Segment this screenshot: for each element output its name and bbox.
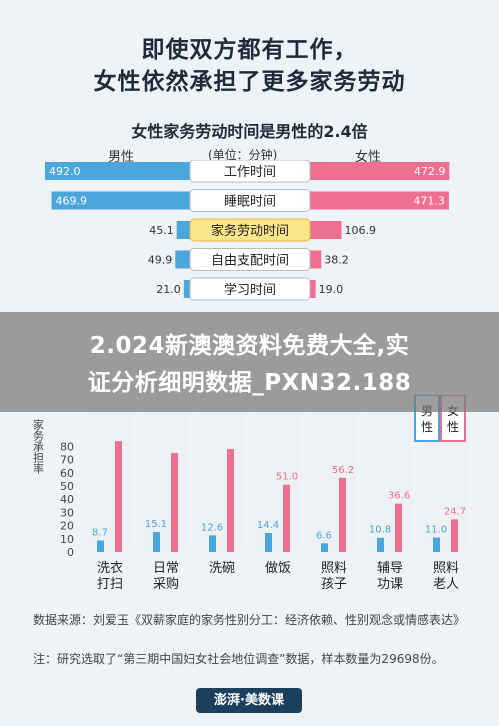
- female-bar: [310, 221, 342, 239]
- legend-female-label: 性: [447, 420, 459, 434]
- category-box: [189, 189, 311, 212]
- legend-male-label: 性: [421, 420, 433, 434]
- female-bar: [227, 449, 234, 552]
- y-tick-label: 50: [60, 480, 74, 493]
- category-label: 学习时间: [224, 282, 276, 298]
- y-axis-label: 家务承担率: [32, 418, 45, 475]
- watermark-line1: 2.024新澳澳资料免费大全,实: [89, 333, 410, 359]
- female-value-label: 19.0: [319, 283, 344, 296]
- female-value-label: 471.3: [413, 195, 445, 208]
- male-value-label: 15.1: [145, 519, 167, 530]
- y-tick-label: 20: [60, 520, 74, 533]
- y-tick-label: 80: [60, 440, 74, 453]
- category-label: 家务劳动时间: [211, 223, 289, 239]
- page-title-line1: 即使双方都有工作，: [141, 37, 358, 63]
- male-bar: [377, 537, 384, 552]
- category-label: 工作时间: [224, 165, 276, 180]
- category-label: 采购: [153, 576, 179, 592]
- male-header: 男性: [108, 150, 135, 165]
- male-bar: [175, 250, 190, 269]
- category-label: 老人: [433, 577, 459, 592]
- butterfly-chart: 工作时间 492.0 472.9 睡眠时间 469.9 471.3 家务劳动时间 45.1 10…: [45, 160, 450, 301]
- male-value-label: 492.0: [49, 165, 81, 178]
- source-note: 数据来源：刘爱玉《双薪家庭的家务性别分工：经济依赖、性别观念或情感表达》: [33, 613, 466, 627]
- male-bar: [265, 532, 272, 552]
- watermark-line2: 证分析细明数据_PXN32.188: [87, 370, 412, 396]
- category-label: 功课: [377, 577, 403, 592]
- y-tick-label: 10: [60, 533, 74, 546]
- category-label: 照料: [433, 561, 459, 576]
- male-bar: [321, 543, 328, 552]
- female-bar: [310, 191, 449, 210]
- male-bar: [51, 191, 190, 210]
- category-label: 洗衣: [97, 560, 123, 576]
- category-label: 自由支配时间: [211, 254, 289, 269]
- female-bar: [283, 484, 290, 552]
- female-bar: [339, 477, 346, 552]
- male-value-label: 8.7: [92, 528, 108, 539]
- category-label: 日常: [153, 561, 179, 576]
- male-value-label: 21.0: [156, 283, 181, 296]
- male-value-label: 49.9: [148, 254, 173, 267]
- male-value-label: 6.6: [316, 530, 332, 541]
- female-bar: [310, 250, 322, 269]
- y-tick-label: 60: [60, 467, 74, 480]
- category-box: [189, 160, 311, 183]
- category-label: 做饭: [265, 561, 291, 576]
- category-label: 打扫: [97, 577, 123, 592]
- male-value-label: 45.1: [149, 224, 174, 237]
- male-bar: [45, 162, 190, 180]
- female-value-label: 51.0: [276, 472, 298, 483]
- male-bar: [209, 535, 216, 552]
- male-value-label: 12.6: [201, 522, 223, 533]
- watermark-banner: 2.024新澳澳资料免费大全,实 证分析细明数据_PXN32.188: [0, 312, 499, 412]
- brand-logo: 澎湃·美数课: [196, 688, 302, 713]
- male-bar: [183, 280, 190, 298]
- male-value-label: 14.4: [257, 520, 279, 531]
- category-box: [189, 218, 311, 242]
- section-title: 女性家务劳动时间是男性的2.4倍: [131, 122, 368, 141]
- female-bar: [451, 519, 458, 552]
- female-bar: [171, 453, 178, 552]
- y-tick-label: 0: [67, 546, 74, 559]
- female-bar: [115, 441, 122, 552]
- male-bar: [97, 540, 104, 552]
- male-bar: [433, 537, 440, 552]
- male-bar: [153, 532, 160, 552]
- category-label: 洗碗: [209, 560, 235, 576]
- female-bar: [310, 162, 450, 180]
- category-label: 孩子: [321, 577, 347, 592]
- female-value-label: 24.7: [444, 506, 466, 517]
- female-header: 女性: [355, 150, 382, 165]
- category-box: [189, 248, 311, 271]
- page-title-line2: 女性依然承担了更多家务劳动: [93, 69, 406, 95]
- category-label: 睡眠时间: [224, 195, 276, 210]
- male-bar: [176, 221, 190, 239]
- male-value-label: 10.8: [369, 525, 391, 536]
- y-tick-label: 30: [60, 506, 74, 519]
- category-label: 照料: [321, 561, 347, 576]
- female-value-label: 38.2: [324, 254, 349, 267]
- y-tick-label: 70: [60, 454, 74, 467]
- unit-label: (单位：分钟): [208, 148, 278, 162]
- female-value-label: 56.2: [332, 465, 354, 476]
- female-value-label: 36.6: [388, 491, 410, 502]
- male-value-label: 11.0: [425, 524, 447, 535]
- female-bar: [395, 503, 402, 552]
- category-label: 辅导: [377, 561, 403, 576]
- category-box: [189, 277, 311, 301]
- female-bar: [310, 280, 316, 298]
- sample-note: 注：研究选取了“第三期中国妇女社会地位调查”数据，样本数量为29698份。: [33, 652, 444, 666]
- male-value-label: 469.9: [56, 195, 88, 208]
- y-tick-label: 40: [60, 493, 74, 506]
- female-value-label: 106.9: [345, 224, 377, 237]
- female-value-label: 472.9: [414, 165, 446, 178]
